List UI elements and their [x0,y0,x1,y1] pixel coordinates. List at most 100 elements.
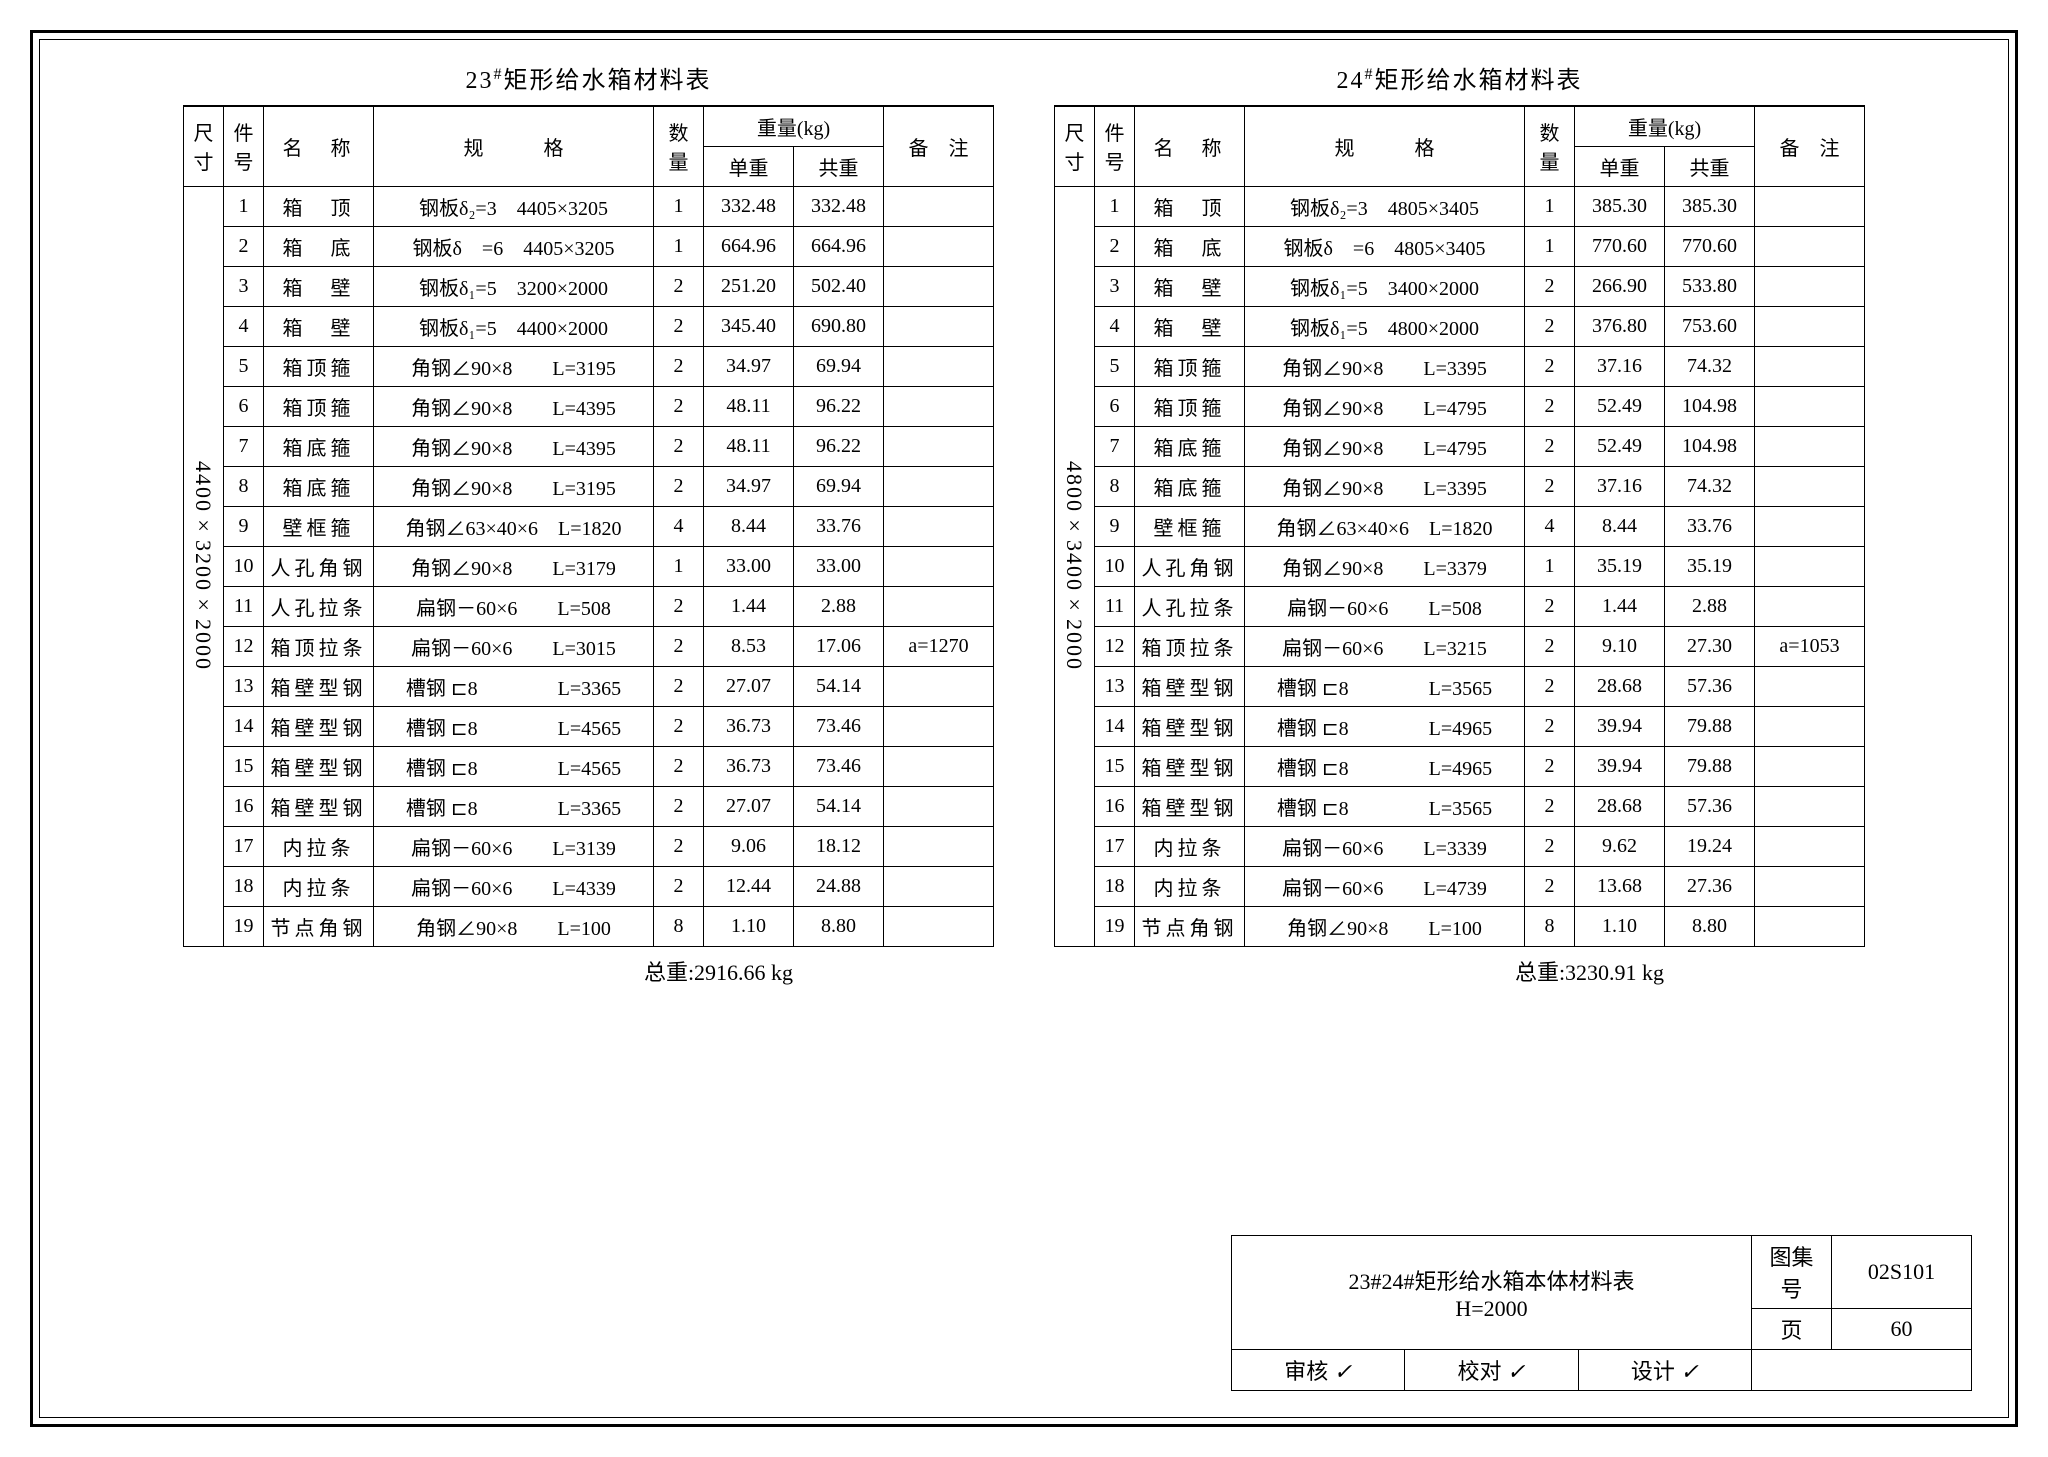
cell-note [884,226,994,266]
table-row: 18内拉条扁钢－60×6 L=4339212.4424.88 [184,866,994,906]
label-sheji: 设计 ✓ [1578,1350,1751,1391]
cell-tw: 104.98 [1665,426,1755,466]
cell-qty: 2 [1525,626,1575,666]
table-row: 6箱顶箍角钢∠90×8 L=4795252.49104.98 [1055,386,1865,426]
sig-jiaodu: ✓ [1507,1359,1525,1384]
page-no: 60 [1832,1309,1972,1350]
cell-qty: 2 [1525,826,1575,866]
cell-tw: 27.30 [1665,626,1755,666]
cell-name: 箱 壁 [1135,306,1245,346]
cell-qty: 2 [654,706,704,746]
tables-container: 23#矩形给水箱材料表尺寸件号名 称规 格数量重量(kg)备 注单重共重4400… [70,60,1978,987]
cell-tw: 79.88 [1665,746,1755,786]
hdr-name: 名 称 [1135,106,1245,186]
code: 02S101 [1832,1236,1972,1309]
cell-qty: 4 [654,506,704,546]
cell-uw: 1.10 [704,906,794,946]
cell-tw: 17.06 [794,626,884,666]
cell-uw: 39.94 [1575,746,1665,786]
cell-qty: 2 [1525,346,1575,386]
cell-spec: 钢板δ₁=5 4800×2000 [1245,306,1525,346]
table-row: 10人孔角钢角钢∠90×8 L=3379135.1935.19 [1055,546,1865,586]
cell-name: 箱 壁 [264,266,374,306]
cell-note [1755,546,1865,586]
cell-idx: 15 [224,746,264,786]
table-row: 17内拉条扁钢－60×6 L=333929.6219.24 [1055,826,1865,866]
hdr-note: 备 注 [884,106,994,186]
cell-idx: 4 [1095,306,1135,346]
cell-idx: 11 [224,586,264,626]
cell-spec: 扁钢－60×6 L=3215 [1245,626,1525,666]
cell-name: 箱顶拉条 [1135,626,1245,666]
table-row: 6箱顶箍角钢∠90×8 L=4395248.1196.22 [184,386,994,426]
table-row: 12箱顶拉条扁钢－60×6 L=301528.5317.06a=1270 [184,626,994,666]
cell-note [1755,346,1865,386]
table-row: 15箱壁型钢槽钢 ⊏8 L=4565236.7373.46 [184,746,994,786]
cell-tw: 74.32 [1665,346,1755,386]
cell-spec: 槽钢 ⊏8 L=4565 [374,746,654,786]
label-shenhe: 审核 ✓ [1232,1350,1405,1391]
cell-note [1755,506,1865,546]
cell-note [1755,746,1865,786]
table-row: 4400×3200×20001箱 顶钢板δ₂=3 4405×32051332.4… [184,186,994,226]
hdr-spec: 规 格 [374,106,654,186]
cell-spec: 扁钢－60×6 L=508 [1245,586,1525,626]
outer-frame: 23#矩形给水箱材料表尺寸件号名 称规 格数量重量(kg)备 注单重共重4400… [30,30,2018,1427]
cell-qty: 1 [1525,186,1575,226]
cell-uw: 27.07 [704,786,794,826]
table-row: 9壁框箍角钢∠63×40×6 L=182048.4433.76 [184,506,994,546]
cell-uw: 1.44 [704,586,794,626]
cell-tw: 73.46 [794,746,884,786]
cell-note [1755,786,1865,826]
shenhe-text: 审核 [1284,1359,1328,1384]
cell-tw: 57.36 [1665,666,1755,706]
cell-tw: 54.14 [794,666,884,706]
table-row: 14箱壁型钢槽钢 ⊏8 L=4965239.9479.88 [1055,706,1865,746]
cell-spec: 角钢∠90×8 L=3179 [374,546,654,586]
cell-idx: 1 [224,186,264,226]
cell-name: 箱顶拉条 [264,626,374,666]
material-table: 尺寸件号名 称规 格数量重量(kg)备 注单重共重4800×3400×20001… [1054,105,1865,947]
hdr-name: 名 称 [264,106,374,186]
cell-qty: 2 [654,586,704,626]
cell-spec: 扁钢－60×6 L=4739 [1245,866,1525,906]
cell-idx: 17 [224,826,264,866]
cell-uw: 34.97 [704,466,794,506]
sig-shenhe: ✓ [1334,1359,1352,1384]
cell-uw: 8.53 [704,626,794,666]
cell-tw: 753.60 [1665,306,1755,346]
cell-idx: 10 [1095,546,1135,586]
cell-uw: 48.11 [704,426,794,466]
sheji-text: 设计 [1631,1359,1675,1384]
cell-qty: 1 [654,546,704,586]
cell-idx: 8 [1095,466,1135,506]
cell-qty: 8 [1525,906,1575,946]
cell-spec: 槽钢 ⊏8 L=3565 [1245,786,1525,826]
table-row: 4800×3400×20001箱 顶钢板δ₂=3 4805×34051385.3… [1055,186,1865,226]
cell-note [1755,226,1865,266]
cell-uw: 34.97 [704,346,794,386]
cell-idx: 7 [1095,426,1135,466]
table-row: 16箱壁型钢槽钢 ⊏8 L=3565228.6857.36 [1055,786,1865,826]
cell-spec: 钢板δ₁=5 3200×2000 [374,266,654,306]
cell-idx: 19 [224,906,264,946]
titleblock-main: 23#24#矩形给水箱本体材料表 H=2000 [1232,1236,1752,1350]
cell-idx: 14 [1095,706,1135,746]
cell-note [884,466,994,506]
cell-uw: 9.06 [704,826,794,866]
hdr-tw: 共重 [794,146,884,186]
cell-uw: 36.73 [704,706,794,746]
cell-tw: 24.88 [794,866,884,906]
cell-idx: 14 [224,706,264,746]
cell-name: 箱底箍 [264,426,374,466]
cell-qty: 2 [1525,666,1575,706]
cell-uw: 52.49 [1575,426,1665,466]
cell-uw: 37.16 [1575,346,1665,386]
cell-idx: 18 [1095,866,1135,906]
table-row: 5箱顶箍角钢∠90×8 L=3195234.9769.94 [184,346,994,386]
material-table: 尺寸件号名 称规 格数量重量(kg)备 注单重共重4400×3200×20001… [183,105,994,947]
hdr-weight: 重量(kg) [704,106,884,146]
cell-tw: 33.76 [1665,506,1755,546]
label-jiaodu: 校对 ✓ [1405,1350,1578,1391]
cell-idx: 10 [224,546,264,586]
